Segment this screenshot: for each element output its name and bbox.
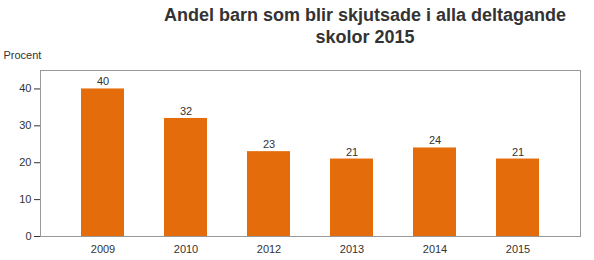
svg-text:21: 21 [346, 146, 358, 158]
svg-text:40: 40 [19, 82, 31, 94]
svg-text:32: 32 [180, 105, 192, 117]
svg-text:2013: 2013 [340, 243, 364, 255]
svg-text:2010: 2010 [174, 243, 198, 255]
html-text:Andel barn som blir skjutsade: Andel barn som blir skjutsade i alla del… [163, 5, 566, 47]
svg-text:10: 10 [19, 193, 31, 205]
svg-text:2015: 2015 [506, 243, 530, 255]
svg-text:2014: 2014 [423, 243, 447, 255]
svg-text:21: 21 [512, 146, 524, 158]
svg-text:Procent: Procent [4, 49, 42, 61]
svg-text:2012: 2012 [257, 243, 281, 255]
svg-text:23: 23 [263, 138, 275, 150]
svg-text:30: 30 [19, 119, 31, 131]
svg-text:2009: 2009 [91, 243, 115, 255]
svg-text:40: 40 [97, 75, 109, 87]
svg-text:0: 0 [25, 230, 31, 242]
svg-text:24: 24 [429, 134, 441, 146]
svg-text:20: 20 [19, 156, 31, 168]
